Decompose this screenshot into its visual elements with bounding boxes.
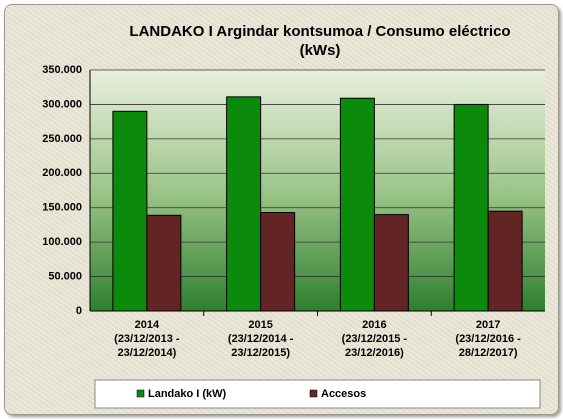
legend-label: Accesos bbox=[321, 388, 366, 400]
x-tick-label: 2016 (23/12/2015 - 23/12/2016) bbox=[341, 319, 408, 359]
y-tick-label: 250.000 bbox=[42, 133, 82, 145]
legend bbox=[94, 379, 541, 409]
x-tick-label: 2015 (23/12/2014 - 23/12/2015) bbox=[227, 319, 294, 359]
bar bbox=[453, 103, 489, 312]
legend-swatch bbox=[136, 389, 145, 398]
x-tick-label: 2014 (23/12/2013 - 23/12/2014) bbox=[114, 319, 180, 359]
bar bbox=[373, 214, 409, 312]
bar bbox=[146, 214, 182, 312]
y-tick-label: 0 bbox=[76, 305, 82, 317]
bar bbox=[339, 97, 375, 312]
y-tick-label: 50.000 bbox=[48, 270, 82, 282]
y-tick-label: 200.000 bbox=[42, 167, 82, 179]
bar bbox=[260, 212, 296, 312]
legend-label: Landako I (kW) bbox=[148, 388, 227, 400]
y-tick-label: 300.000 bbox=[42, 98, 82, 110]
y-tick-label: 350.000 bbox=[42, 64, 82, 76]
legend-swatch bbox=[309, 389, 318, 398]
bar bbox=[226, 96, 262, 312]
y-tick-label: 150.000 bbox=[42, 202, 82, 214]
bar bbox=[487, 210, 523, 312]
x-tick-label: 2017 (23/12/2016 - 28/12/2017) bbox=[455, 319, 521, 359]
bar bbox=[112, 110, 148, 312]
chart-title: LANDAKO I Argindar kontsumoa / Consumo e… bbox=[129, 23, 511, 59]
y-tick-label: 100.000 bbox=[42, 236, 82, 248]
